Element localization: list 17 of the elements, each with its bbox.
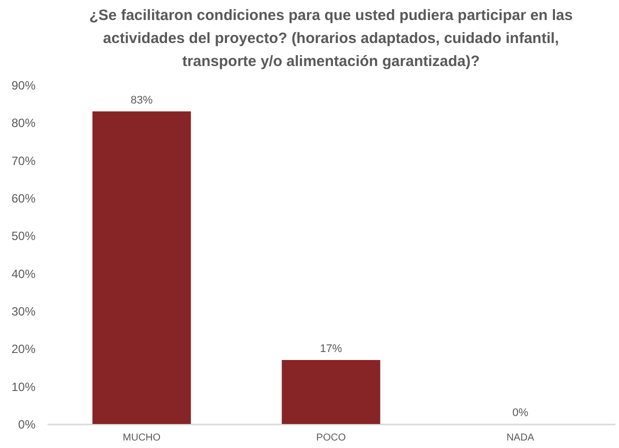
data-label: 83% bbox=[130, 94, 153, 106]
y-tick-label: 90% bbox=[11, 78, 36, 92]
y-tick-label: 10% bbox=[11, 380, 36, 394]
x-tick-label: NADA bbox=[506, 432, 535, 444]
chart-title: ¿Se facilitaron condiciones para que usted pudiera participar en las actividades del proyecto? (horarios adaptados, cuidado infantil, transporte y/o alimentación garantizada)? bbox=[89, 7, 573, 70]
y-tick-label: 60% bbox=[11, 192, 36, 206]
y-tick-label: 50% bbox=[11, 229, 36, 244]
y-tick-label: 30% bbox=[11, 304, 36, 318]
y-tick-label: 20% bbox=[11, 342, 36, 356]
y-tick-label: 40% bbox=[11, 266, 36, 281]
y-tick-label: 70% bbox=[11, 154, 36, 168]
x-tick-label: MUCHO bbox=[122, 432, 161, 444]
data-label: 17% bbox=[320, 342, 342, 355]
y-tick-label: 80% bbox=[11, 116, 36, 130]
data-label: 0% bbox=[512, 407, 528, 419]
x-tick-label: POCO bbox=[316, 432, 346, 444]
y-tick-label: 0% bbox=[18, 418, 36, 432]
